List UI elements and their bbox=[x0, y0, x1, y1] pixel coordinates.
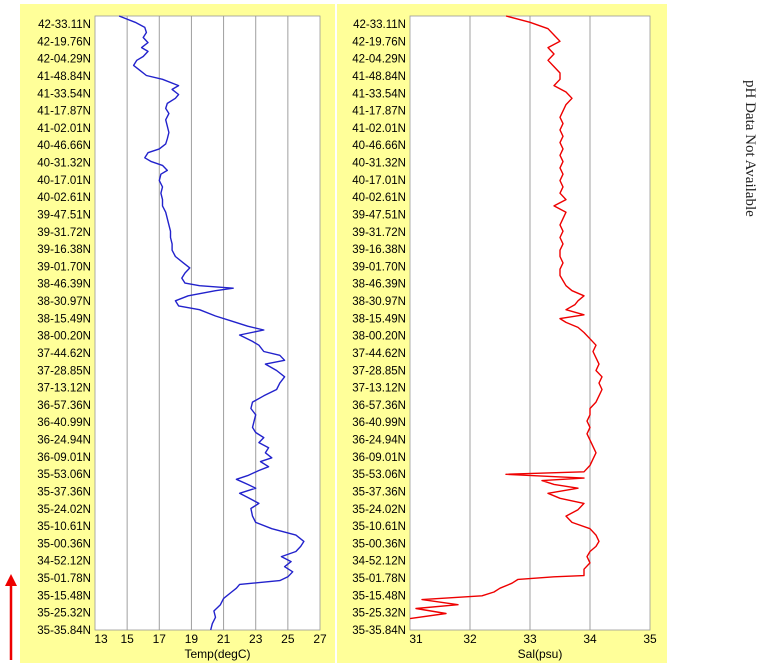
plot-area bbox=[95, 16, 320, 630]
x-tick-label: 19 bbox=[185, 632, 199, 646]
y-tick-label: 38-30.97N bbox=[37, 296, 91, 308]
y-tick-label: 35-00.36N bbox=[352, 538, 406, 550]
x-tick-label: 31 bbox=[409, 632, 423, 646]
x-tick-label: 32 bbox=[463, 632, 477, 646]
x-tick-label: 25 bbox=[281, 632, 295, 646]
arrow-head bbox=[5, 574, 17, 586]
y-tick-label: 39-16.38N bbox=[352, 244, 406, 256]
y-tick-label: 35-35.84N bbox=[352, 625, 406, 637]
y-tick-label: 35-01.78N bbox=[352, 573, 406, 585]
y-tick-label: 42-04.29N bbox=[352, 54, 406, 66]
y-tick-label: 39-31.72N bbox=[352, 227, 406, 239]
x-tick-label: 33 bbox=[523, 632, 537, 646]
x-tick-label: 15 bbox=[120, 632, 134, 646]
y-tick-label: 42-04.29N bbox=[37, 54, 91, 66]
y-tick-label: 40-17.01N bbox=[37, 175, 91, 187]
y-tick-label: 37-44.62N bbox=[352, 348, 406, 360]
y-tick-label: 42-33.11N bbox=[38, 19, 91, 31]
y-tick-label: 34-52.12N bbox=[352, 556, 406, 568]
y-tick-label: 40-17.01N bbox=[352, 175, 406, 187]
y-tick-label: 37-28.85N bbox=[37, 365, 91, 377]
y-tick-label: 37-13.12N bbox=[352, 383, 406, 395]
x-tick-label: 21 bbox=[217, 632, 231, 646]
y-tick-label: 35-15.48N bbox=[37, 590, 91, 602]
y-tick-label: 36-40.99N bbox=[37, 417, 91, 429]
series-line bbox=[409, 15, 603, 620]
x-tick-label: 17 bbox=[153, 632, 167, 646]
y-tick-label: 40-46.66N bbox=[37, 140, 91, 152]
y-tick-label: 35-37.36N bbox=[352, 486, 406, 498]
y-tick-label: 35-25.32N bbox=[352, 608, 406, 620]
y-tick-label: 38-00.20N bbox=[352, 331, 406, 343]
y-tick-label: 38-46.39N bbox=[352, 279, 406, 291]
y-tick-label: 41-48.84N bbox=[352, 71, 406, 83]
x-tick-label: 34 bbox=[583, 632, 597, 646]
y-tick-label: 38-30.97N bbox=[352, 296, 406, 308]
x-tick-label: 27 bbox=[313, 632, 327, 646]
y-tick-label: 35-10.61N bbox=[37, 521, 91, 533]
y-tick-label: 40-31.32N bbox=[352, 158, 406, 170]
y-tick-label: 42-19.76N bbox=[352, 36, 406, 48]
y-tick-label: 36-24.94N bbox=[352, 435, 406, 447]
y-tick-label: 35-24.02N bbox=[37, 504, 91, 516]
y-tick-label: 35-10.61N bbox=[352, 521, 406, 533]
temperature-panel: 42-33.11N 42-19.76N 42-04.29N 41-48.84N 41-3… bbox=[20, 4, 335, 663]
y-tick-label: 41-17.87N bbox=[37, 106, 91, 118]
y-tick-label: 35-25.32N bbox=[37, 608, 91, 620]
y-tick-label: 41-02.01N bbox=[37, 123, 91, 135]
y-tick-label: 39-16.38N bbox=[37, 244, 91, 256]
y-tick-label: 36-09.01N bbox=[352, 452, 406, 464]
y-tick-label: 40-02.61N bbox=[37, 192, 91, 204]
y-tick-label: 35-53.06N bbox=[37, 469, 91, 481]
y-tick-label: 36-57.36N bbox=[352, 400, 406, 412]
y-tick-label: 41-33.54N bbox=[37, 88, 91, 100]
side-note: pH Data Not Available bbox=[742, 80, 758, 217]
y-tick-label: 37-28.85N bbox=[352, 365, 406, 377]
x-axis-label: Sal(psu) bbox=[518, 647, 563, 661]
y-tick-label: 42-33.11N bbox=[353, 19, 406, 31]
y-tick-label: 35-00.36N bbox=[37, 538, 91, 550]
x-axis-label: Temp(degC) bbox=[184, 647, 250, 661]
y-tick-label: 40-31.32N bbox=[37, 158, 91, 170]
side-note-text: pH Data Not Available bbox=[742, 80, 758, 217]
y-tick-label: 41-48.84N bbox=[37, 71, 91, 83]
y-tick-label: 41-17.87N bbox=[352, 106, 406, 118]
y-tick-label: 35-37.36N bbox=[37, 486, 91, 498]
y-tick-label: 40-02.61N bbox=[352, 192, 406, 204]
y-tick-label: 41-33.54N bbox=[352, 88, 406, 100]
up-arrow-icon bbox=[5, 574, 17, 660]
y-tick-label: 35-53.06N bbox=[352, 469, 406, 481]
y-tick-label: 39-01.70N bbox=[352, 261, 406, 273]
y-tick-label: 36-40.99N bbox=[352, 417, 406, 429]
x-tick-label: 23 bbox=[249, 632, 263, 646]
y-tick-label: 34-52.12N bbox=[37, 556, 91, 568]
x-tick-label: 35 bbox=[643, 632, 657, 646]
y-tick-label: 38-46.39N bbox=[37, 279, 91, 291]
y-tick-label: 35-35.84N bbox=[37, 625, 91, 637]
x-tick-label: 13 bbox=[94, 632, 108, 646]
y-tick-label: 38-00.20N bbox=[37, 331, 91, 343]
y-tick-label: 36-24.94N bbox=[37, 435, 91, 447]
y-tick-label: 38-15.49N bbox=[37, 313, 91, 325]
y-tick-label: 36-57.36N bbox=[37, 400, 91, 412]
y-tick-label: 39-31.72N bbox=[37, 227, 91, 239]
y-tick-label: 35-01.78N bbox=[37, 573, 91, 585]
plot-border bbox=[94, 15, 321, 631]
y-tick-label: 39-01.70N bbox=[37, 261, 91, 273]
series-line bbox=[118, 15, 305, 631]
y-tick-label: 40-46.66N bbox=[352, 140, 406, 152]
y-tick-label: 39-47.51N bbox=[352, 209, 406, 221]
y-tick-label: 37-13.12N bbox=[37, 383, 91, 395]
plot-border bbox=[409, 15, 651, 631]
y-tick-label: 38-15.49N bbox=[352, 313, 406, 325]
y-tick-label: 42-19.76N bbox=[37, 36, 91, 48]
salinity-panel: 42-33.11N 42-19.76N 42-04.29N 41-48.84N 41-3… bbox=[337, 4, 667, 663]
y-tick-label: 36-09.01N bbox=[37, 452, 91, 464]
y-tick-label: 41-02.01N bbox=[352, 123, 406, 135]
y-tick-label: 37-44.62N bbox=[37, 348, 91, 360]
y-tick-label: 35-24.02N bbox=[352, 504, 406, 516]
y-tick-label: 35-15.48N bbox=[352, 590, 406, 602]
y-tick-label: 39-47.51N bbox=[37, 209, 91, 221]
